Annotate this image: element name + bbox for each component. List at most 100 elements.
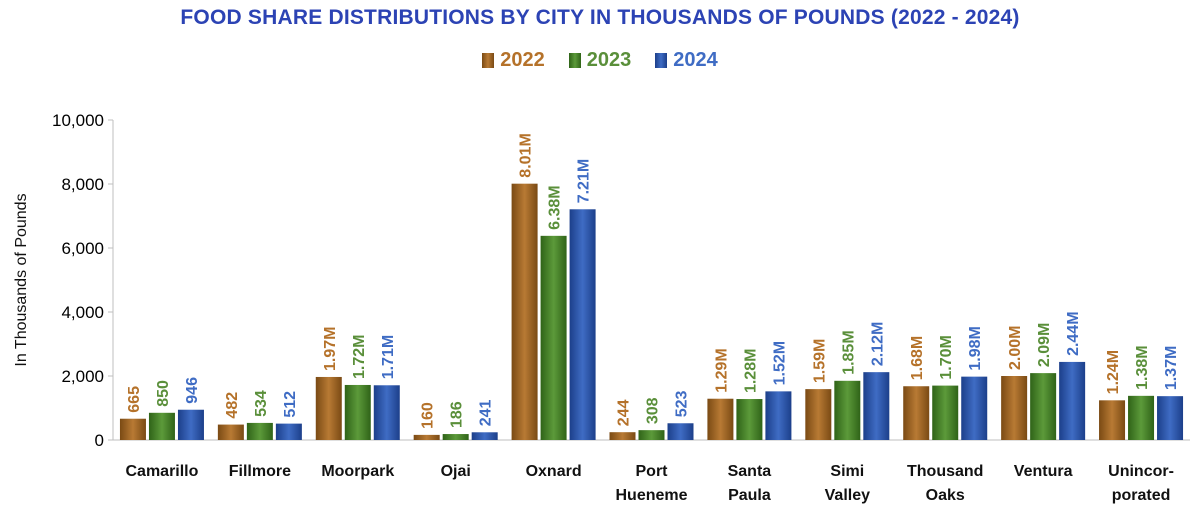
data-label-2023: 1.85M	[840, 330, 857, 374]
data-label-2024: 7.21M	[576, 159, 593, 203]
data-label-2022: 1.68M	[909, 336, 926, 380]
legend-item-2023: 2023	[568, 49, 632, 72]
data-label-2022: 1.24M	[1105, 350, 1122, 394]
data-label-2022: 2.00M	[1007, 326, 1024, 370]
x-tick-label: Camarillo	[125, 463, 198, 480]
x-tick-label: porated	[1112, 487, 1171, 504]
x-tick-label: Santa	[728, 463, 772, 480]
legend-swatch-2023	[568, 53, 581, 68]
data-label-2024: 946	[184, 377, 201, 404]
bar-2022	[1001, 376, 1028, 440]
data-label-2023: 1.38M	[1134, 345, 1151, 389]
bar-2023	[736, 399, 763, 440]
data-label-2022: 160	[420, 402, 437, 429]
bar-2023	[442, 434, 469, 440]
data-label-2022: 665	[126, 386, 143, 413]
bar-2024	[471, 432, 498, 440]
data-label-2022: 482	[224, 392, 241, 419]
x-tick-label: Ojai	[441, 463, 471, 480]
bar-2022	[413, 434, 440, 440]
bar-2024	[667, 423, 694, 440]
data-label-2024: 2.44M	[1065, 311, 1082, 355]
x-tick-label: Paula	[728, 487, 771, 504]
data-label-2022: 244	[616, 399, 633, 426]
data-label-2022: 1.59M	[811, 339, 828, 383]
x-tick-label: Moorpark	[321, 463, 394, 480]
bar-2023	[344, 384, 371, 440]
legend: 2022 2023 2024	[0, 49, 1200, 72]
bar-2023	[638, 430, 665, 440]
x-tick-label: Oxnard	[526, 463, 582, 480]
data-label-2024: 1.71M	[380, 335, 397, 379]
data-label-2022: 1.29M	[713, 348, 730, 392]
bar-2022	[1099, 400, 1126, 440]
legend-swatch-2022	[482, 53, 495, 68]
legend-swatch-2024	[655, 53, 668, 68]
bar-2024	[961, 376, 988, 440]
y-tick-label: 2,000	[61, 367, 104, 386]
chart-title: FOOD SHARE DISTRIBUTIONS BY CITY IN THOU…	[180, 6, 1020, 29]
data-label-2024: 512	[282, 391, 299, 418]
data-label-2024: 1.52M	[771, 341, 788, 385]
data-label-2024: 241	[478, 399, 495, 426]
data-label-2023: 6.38M	[547, 185, 564, 229]
y-tick-label: 8,000	[61, 175, 104, 194]
legend-item-2024: 2024	[655, 49, 718, 72]
x-tick-label: Simi	[830, 463, 864, 480]
data-label-2023: 2.09M	[1036, 323, 1053, 367]
bar-2022	[707, 398, 734, 440]
y-tick-label: 6,000	[61, 239, 104, 258]
x-tick-label: Fillmore	[229, 463, 291, 480]
data-label-2024: 523	[674, 390, 691, 417]
bar-2022	[315, 376, 342, 440]
bar-2024	[373, 385, 400, 440]
legend-label-2024: 2024	[673, 49, 718, 71]
bar-2024	[275, 423, 302, 440]
data-label-2023: 1.70M	[938, 335, 955, 379]
bar-2024	[863, 372, 890, 440]
bar-2024	[177, 409, 204, 440]
data-label-2023: 308	[645, 397, 662, 424]
bar-2022	[119, 418, 146, 440]
bar-2024	[765, 391, 792, 440]
data-label-2023: 1.28M	[742, 349, 759, 393]
y-axis-label: In Thousands of Pounds	[13, 193, 30, 366]
x-tick-label: Port	[636, 463, 669, 480]
x-tick-label: Hueneme	[615, 487, 687, 504]
bar-2022	[511, 183, 538, 440]
legend-label-2022: 2022	[500, 49, 545, 71]
bar-2023	[148, 412, 175, 440]
y-tick-label: 10,000	[52, 111, 104, 130]
bar-2022	[903, 386, 930, 440]
bar-2023	[540, 235, 567, 440]
bar-2024	[1157, 396, 1184, 440]
bar-2024	[569, 209, 596, 440]
data-label-2024: 1.98M	[967, 326, 984, 370]
bar-2023	[1128, 395, 1155, 440]
data-label-2024: 2.12M	[869, 322, 886, 366]
bar-2023	[834, 380, 861, 440]
data-label-2024: 1.37M	[1163, 346, 1180, 390]
data-label-2023: 850	[155, 380, 172, 407]
bar-2023	[246, 422, 273, 440]
data-label-2023: 186	[449, 401, 466, 428]
legend-label-2023: 2023	[586, 49, 632, 71]
x-tick-label: Ventura	[1014, 463, 1073, 480]
data-label-2023: 534	[253, 390, 270, 417]
data-label-2022: 8.01M	[518, 133, 535, 177]
x-tick-label: Thousand	[907, 463, 983, 480]
legend-item-2022: 2022	[482, 49, 545, 72]
bar-2023	[1030, 373, 1057, 440]
bar-2022	[805, 389, 832, 440]
x-tick-label: Unincor-	[1108, 463, 1174, 480]
x-tick-label: Oaks	[926, 487, 965, 504]
data-label-2023: 1.72M	[351, 334, 368, 378]
data-label-2022: 1.97M	[322, 326, 339, 370]
bar-2022	[609, 432, 636, 440]
bar-2023	[932, 385, 959, 440]
bar-2022	[217, 424, 244, 440]
x-tick-label: Valley	[825, 487, 870, 504]
y-tick-label: 4,000	[61, 303, 104, 322]
bar-2024	[1059, 361, 1086, 440]
